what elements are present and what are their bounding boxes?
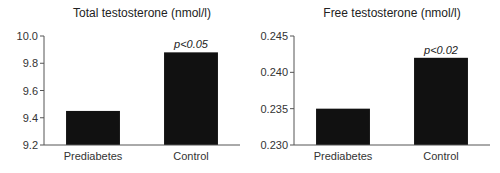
bar	[316, 109, 370, 145]
x-tick-label: Control	[423, 150, 458, 162]
y-tick-label: 9.2	[23, 139, 38, 151]
y-tick	[290, 72, 294, 73]
x-tick-label: Prediabetes	[314, 150, 373, 162]
x-axis	[44, 145, 240, 146]
y-tick-label: 9.4	[23, 112, 38, 124]
y-tick-label: 0.245	[260, 30, 288, 42]
y-tick	[40, 36, 44, 37]
bars	[316, 58, 468, 145]
y-tick-label: 10.0	[17, 30, 38, 42]
x-tick-label: Prediabetes	[64, 150, 123, 162]
y-tick	[40, 117, 44, 118]
bar	[164, 52, 218, 145]
y-tick	[290, 108, 294, 109]
bar	[66, 111, 120, 145]
y-axis	[44, 36, 45, 145]
y-tick	[40, 145, 44, 146]
y-tick-label: 0.240	[260, 66, 288, 78]
x-axis	[294, 145, 490, 146]
y-tick-label: 0.235	[260, 103, 288, 115]
chart-svg: Total testosterone (nmol/l) 9.2 9.4 9.6 9.8 1…	[0, 0, 500, 173]
chart-root: Total testosterone (nmol/l) 9.2 9.4 9.6 9.8 1…	[0, 0, 500, 173]
y-tick	[290, 145, 294, 146]
y-tick	[40, 90, 44, 91]
annotation: p<0.05	[173, 38, 209, 50]
y-axis	[294, 36, 295, 145]
annotation: p<0.02	[423, 44, 458, 56]
title: Free testosterone (nmol/l)	[323, 6, 460, 20]
bars	[66, 52, 218, 145]
title: Total testosterone (nmol/l)	[73, 6, 211, 20]
y-tick-label: 9.6	[23, 85, 38, 97]
y-tick-label: 0.230	[260, 139, 288, 151]
y-tick-label: 9.8	[23, 57, 38, 69]
panel: Total testosterone (nmol/l) 9.2 9.4 9.6 9.8 1…	[17, 6, 240, 162]
panel: Free testosterone (nmol/l) 0.230 0.235 0.24…	[260, 6, 490, 162]
y-tick	[40, 63, 44, 64]
x-tick-label: Control	[173, 150, 208, 162]
y-tick	[290, 36, 294, 37]
bar	[414, 58, 468, 145]
